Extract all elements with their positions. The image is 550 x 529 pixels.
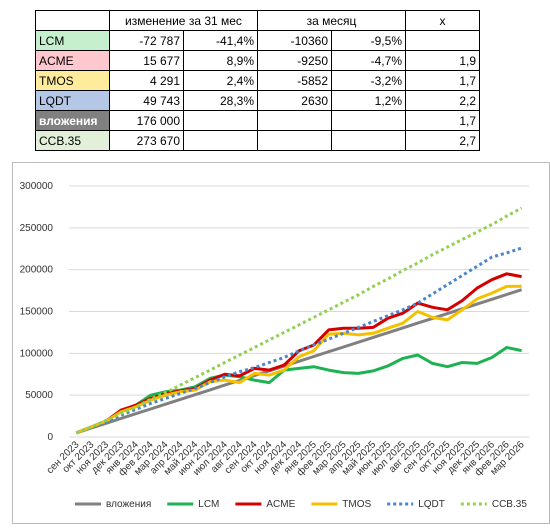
cell xyxy=(183,110,258,131)
cell: 2,4% xyxy=(183,70,258,91)
cell: 2,7 xyxy=(405,130,480,151)
series-line xyxy=(75,288,523,435)
cell xyxy=(257,110,332,131)
cell xyxy=(35,10,110,31)
legend-label: TMOS xyxy=(342,499,371,510)
series-line xyxy=(75,284,522,435)
y-tick-label: 300000 xyxy=(20,181,54,192)
series-line xyxy=(75,346,522,435)
legend-label: ACME xyxy=(266,499,295,510)
table-row: LQDT 49 743 28,3% 2630 1,2% 2,2 xyxy=(35,90,480,111)
cell: 273 670 xyxy=(109,130,184,151)
row-label: LCM xyxy=(35,30,110,51)
cell: 176 000 xyxy=(109,110,184,131)
cell: 1,7 xyxy=(405,110,480,131)
cell: 49 743 xyxy=(109,90,184,111)
cell: -4,7% xyxy=(331,50,406,71)
cell xyxy=(183,130,258,151)
cell: 8,9% xyxy=(183,50,258,71)
table-row: TMOS 4 291 2,4% -5852 -3,2% 1,7 xyxy=(35,70,480,91)
cell: 1,7 xyxy=(405,70,480,91)
y-tick-label: 50000 xyxy=(25,390,53,401)
header-cell: x xyxy=(405,10,480,31)
row-label: LQDT xyxy=(35,90,110,111)
header-cell: за месяц xyxy=(257,10,406,31)
legend-label: LCM xyxy=(198,499,219,510)
row-label: TMOS xyxy=(35,70,110,91)
y-tick-label: 0 xyxy=(47,432,53,443)
cell: -72 787 xyxy=(109,30,184,51)
legend-label: ССВ.35 xyxy=(492,499,527,510)
series-line xyxy=(75,206,523,435)
cell: -3,2% xyxy=(331,70,406,91)
cell: 2,2 xyxy=(405,90,480,111)
table-row: вложения 176 000 1,7 xyxy=(35,110,480,131)
row-label: вложения xyxy=(35,110,110,131)
chart-frame: 0 50000 100000 150000 200000 250000 300000 сен … xyxy=(12,162,550,529)
legend-label: вложения xyxy=(106,499,151,510)
cell: -41,4% xyxy=(183,30,258,51)
cell: -5852 xyxy=(257,70,332,91)
cell: -9,5% xyxy=(331,30,406,51)
row-label: ACME xyxy=(35,50,110,71)
y-tick-label: 100000 xyxy=(20,348,54,359)
cell xyxy=(331,130,406,151)
table-row: LCM -72 787 -41,4% -10360 -9,5% xyxy=(35,30,480,51)
header-row: изменение за 31 мес за месяц x xyxy=(35,10,480,31)
legend-label: LQDT xyxy=(418,499,445,510)
series-line xyxy=(75,272,522,435)
row-label: ССВ.35 xyxy=(35,130,110,151)
y-tick-label: 200000 xyxy=(20,265,54,276)
cell: -9250 xyxy=(257,50,332,71)
cell xyxy=(331,110,406,131)
series-line xyxy=(75,246,523,435)
cell: 2630 xyxy=(257,90,332,111)
table-row: ACME 15 677 8,9% -9250 -4,7% 1,9 xyxy=(35,50,480,71)
cell xyxy=(405,30,480,51)
cell: 15 677 xyxy=(109,50,184,71)
cell: 4 291 xyxy=(109,70,184,91)
chart: 050000100000150000200000250000300000сен … xyxy=(12,162,550,524)
cell: -10360 xyxy=(257,30,332,51)
cell: 1,2% xyxy=(331,90,406,111)
spreadsheet-table: изменение за 31 мес за месяц x LCM -72 787 -4… xyxy=(35,10,480,151)
header-cell: изменение за 31 мес xyxy=(109,10,258,31)
cell xyxy=(257,130,332,151)
table-row: ССВ.35 273 670 2,7 xyxy=(35,130,480,151)
cell: 1,9 xyxy=(405,50,480,71)
cell: 28,3% xyxy=(183,90,258,111)
y-tick-label: 250000 xyxy=(20,223,54,234)
y-tick-label: 150000 xyxy=(20,307,54,318)
